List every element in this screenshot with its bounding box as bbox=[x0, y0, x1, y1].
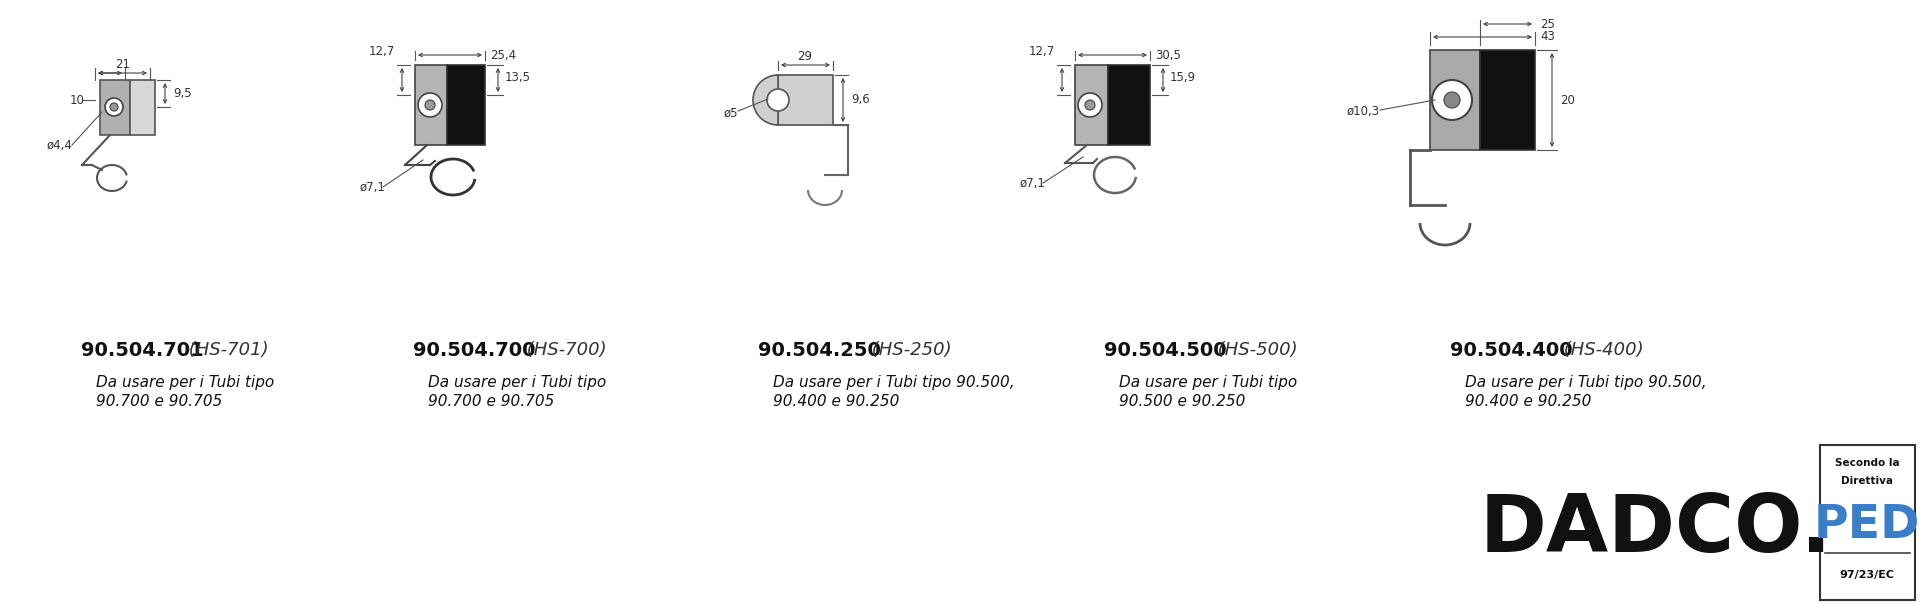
Text: (HS-701): (HS-701) bbox=[182, 341, 269, 359]
Bar bbox=[1820, 445, 1914, 600]
Text: PED: PED bbox=[1814, 503, 1920, 547]
Circle shape bbox=[1444, 92, 1459, 108]
Text: ø4,4: ø4,4 bbox=[46, 138, 73, 152]
Circle shape bbox=[1432, 80, 1473, 120]
Text: (HS-500): (HS-500) bbox=[1212, 341, 1298, 359]
Bar bbox=[778, 75, 833, 125]
Text: 30,5: 30,5 bbox=[1156, 48, 1181, 62]
Text: 97/23/EC: 97/23/EC bbox=[1839, 570, 1895, 580]
Text: 10: 10 bbox=[69, 94, 84, 106]
Text: Secondo la: Secondo la bbox=[1836, 458, 1899, 468]
Text: 25: 25 bbox=[1540, 18, 1555, 30]
Text: 12,7: 12,7 bbox=[369, 45, 396, 57]
Text: 90.504.700: 90.504.700 bbox=[413, 341, 536, 359]
Circle shape bbox=[1085, 100, 1094, 110]
Bar bbox=[1430, 50, 1480, 150]
Text: Direttiva: Direttiva bbox=[1841, 476, 1893, 486]
Circle shape bbox=[419, 93, 442, 117]
Circle shape bbox=[766, 89, 789, 111]
Bar bbox=[1480, 50, 1534, 150]
Text: 90.504.701: 90.504.701 bbox=[81, 341, 204, 359]
Circle shape bbox=[109, 103, 117, 111]
Text: 20: 20 bbox=[1559, 94, 1574, 106]
Text: Da usare per i Tubi tipo: Da usare per i Tubi tipo bbox=[428, 374, 607, 390]
Circle shape bbox=[106, 98, 123, 116]
Text: DADCO.: DADCO. bbox=[1480, 491, 1832, 569]
Text: 90.500 e 90.250: 90.500 e 90.250 bbox=[1119, 394, 1246, 410]
Text: Da usare per i Tubi tipo 90.500,: Da usare per i Tubi tipo 90.500, bbox=[1465, 374, 1707, 390]
Text: 90.504.500: 90.504.500 bbox=[1104, 341, 1227, 359]
Text: 90.700 e 90.705: 90.700 e 90.705 bbox=[428, 394, 555, 410]
Text: ø10,3: ø10,3 bbox=[1346, 106, 1380, 118]
Text: (HS-400): (HS-400) bbox=[1557, 341, 1644, 359]
Text: 21: 21 bbox=[115, 59, 131, 71]
Text: (HS-250): (HS-250) bbox=[866, 341, 952, 359]
Text: 43: 43 bbox=[1540, 30, 1555, 43]
Text: 15,9: 15,9 bbox=[1169, 71, 1196, 83]
Circle shape bbox=[424, 100, 436, 110]
Text: 90.700 e 90.705: 90.700 e 90.705 bbox=[96, 394, 223, 410]
Wedge shape bbox=[753, 75, 778, 125]
Text: 13,5: 13,5 bbox=[505, 71, 532, 83]
Text: Da usare per i Tubi tipo: Da usare per i Tubi tipo bbox=[1119, 374, 1298, 390]
Bar bbox=[1108, 65, 1150, 145]
Bar bbox=[1075, 65, 1108, 145]
Text: 9,5: 9,5 bbox=[173, 86, 192, 100]
Text: 90.504.400: 90.504.400 bbox=[1450, 341, 1572, 359]
Bar bbox=[131, 80, 156, 135]
Text: 29: 29 bbox=[797, 51, 812, 63]
Text: Da usare per i Tubi tipo 90.500,: Da usare per i Tubi tipo 90.500, bbox=[774, 374, 1016, 390]
Text: ø7,1: ø7,1 bbox=[361, 181, 386, 193]
Text: 90.400 e 90.250: 90.400 e 90.250 bbox=[774, 394, 900, 410]
Text: Da usare per i Tubi tipo: Da usare per i Tubi tipo bbox=[96, 374, 275, 390]
Bar bbox=[447, 65, 486, 145]
Text: 25,4: 25,4 bbox=[490, 48, 516, 62]
Text: 12,7: 12,7 bbox=[1029, 45, 1054, 57]
Bar bbox=[415, 65, 447, 145]
Text: 9,6: 9,6 bbox=[851, 94, 870, 106]
Text: 90.504.250: 90.504.250 bbox=[758, 341, 881, 359]
Text: (HS-700): (HS-700) bbox=[520, 341, 607, 359]
Circle shape bbox=[1077, 93, 1102, 117]
Text: ø5: ø5 bbox=[724, 106, 737, 120]
Text: ø7,1: ø7,1 bbox=[1020, 176, 1046, 190]
Bar bbox=[100, 80, 131, 135]
Text: 90.400 e 90.250: 90.400 e 90.250 bbox=[1465, 394, 1592, 410]
